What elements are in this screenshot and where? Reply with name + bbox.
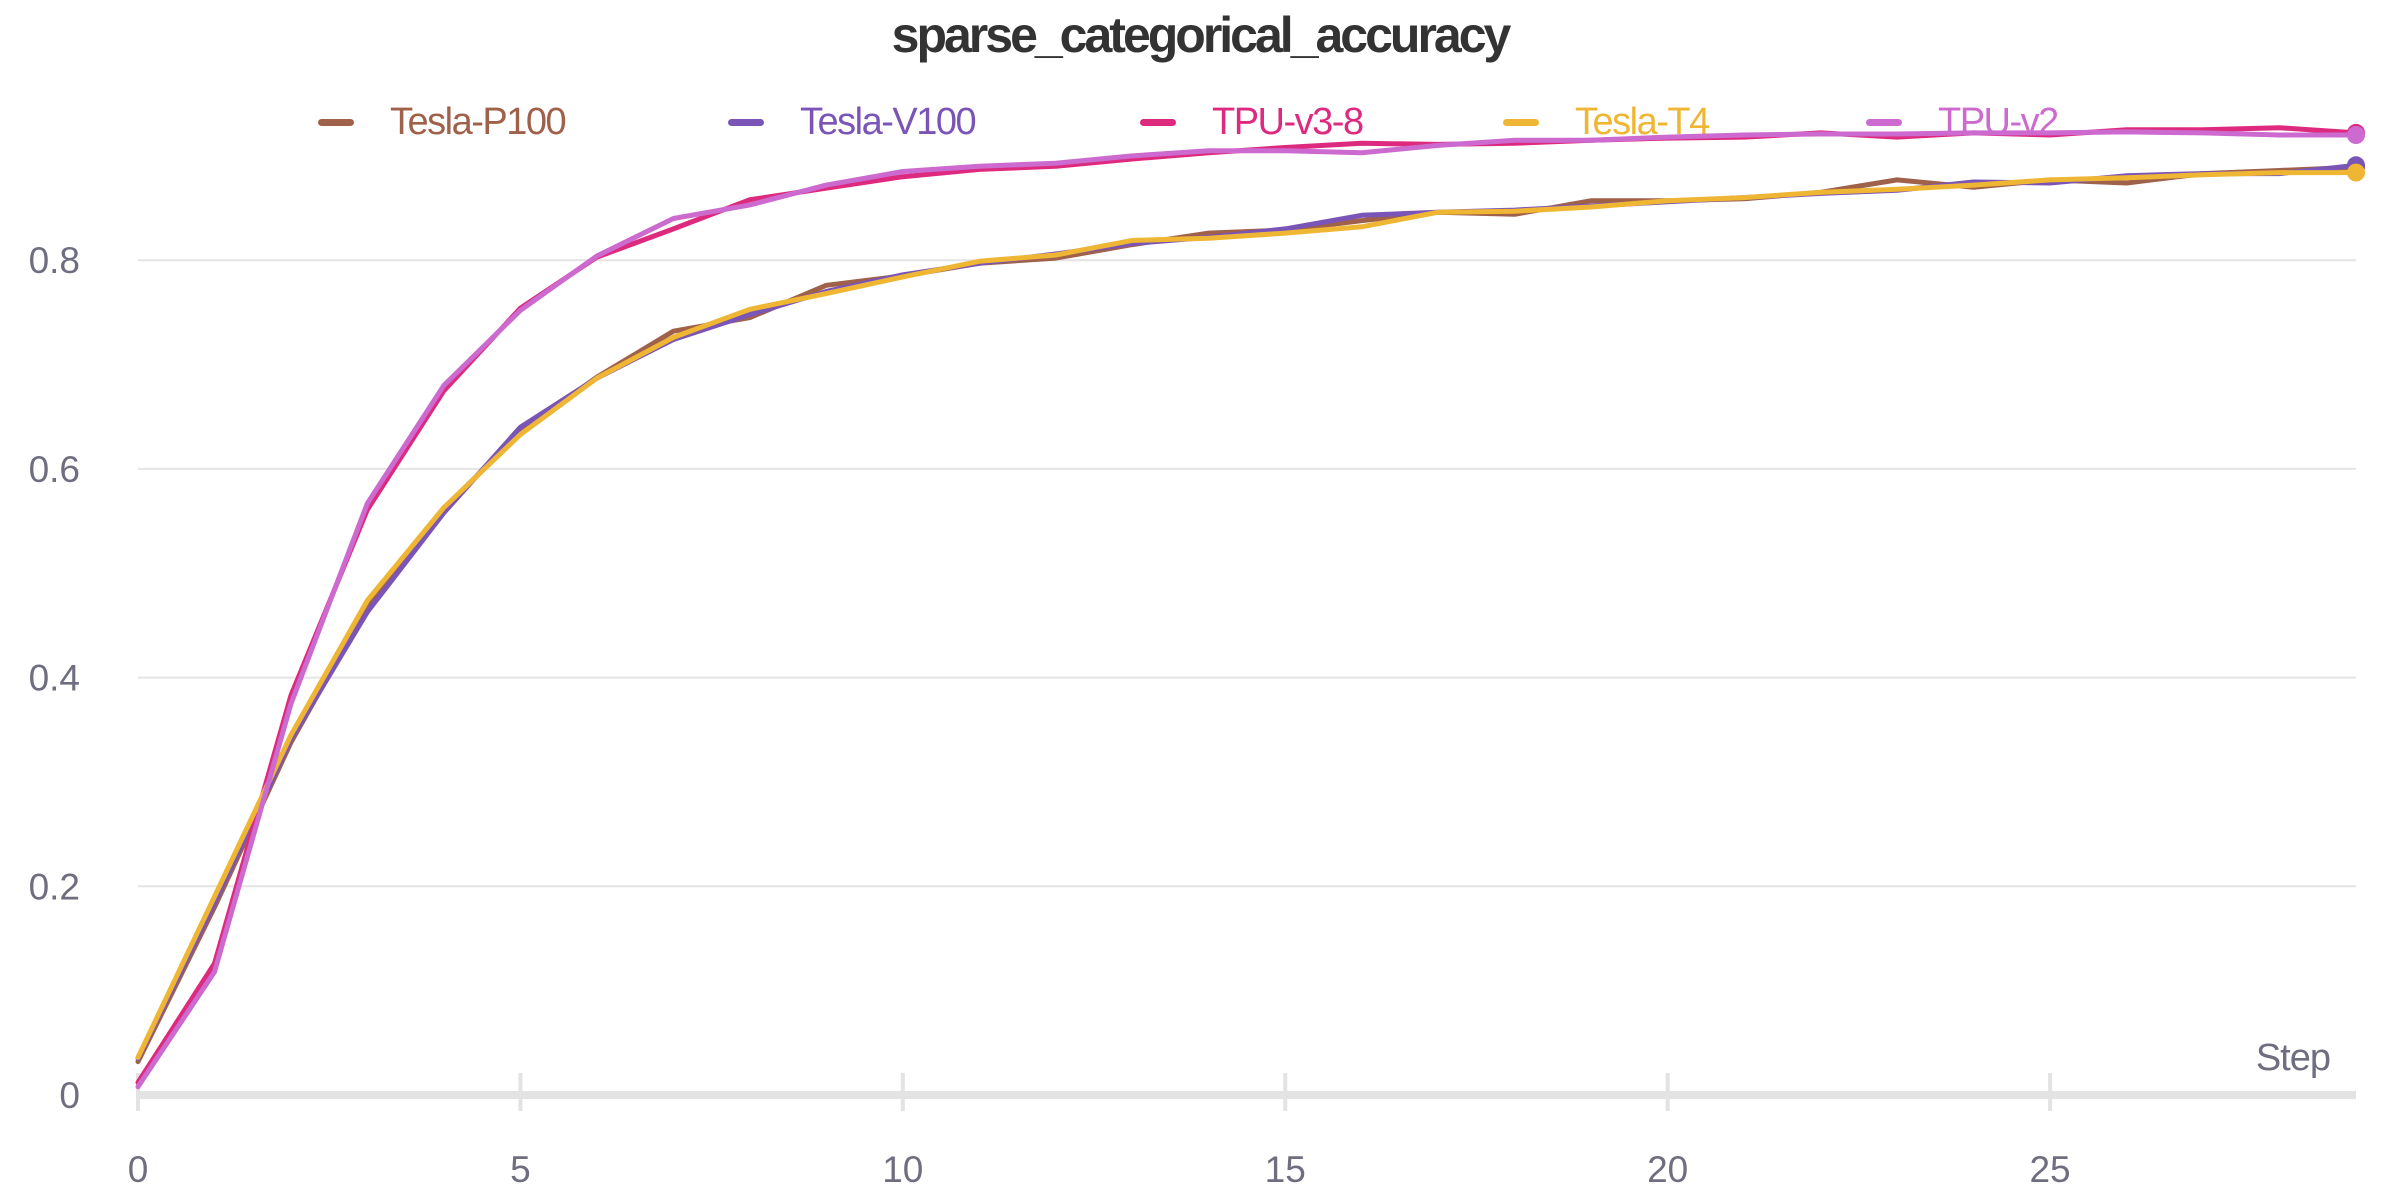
y-tick-label: 0 bbox=[59, 1075, 80, 1116]
x-tick-label: 25 bbox=[2029, 1149, 2070, 1190]
legend-swatch bbox=[1140, 118, 1176, 126]
y-tick-label: 0.2 bbox=[29, 866, 80, 907]
axes: 0 0.2 0.4 0.6 0.8 0 5 10 15 20 25 bbox=[29, 240, 2356, 1190]
legend-swatch bbox=[1503, 118, 1539, 126]
x-tick-label: 15 bbox=[1265, 1149, 1306, 1190]
x-tick-label: 10 bbox=[882, 1149, 923, 1190]
x-axis-title: Step bbox=[2256, 1037, 2330, 1079]
end-marker-tpu-v2 bbox=[2347, 126, 2365, 144]
legend-label: Tesla-V100 bbox=[800, 100, 977, 143]
series-lines bbox=[135, 125, 2359, 1090]
legend-item-tesla-p100[interactable]: Tesla-P100 bbox=[318, 92, 567, 152]
legend-swatch bbox=[318, 118, 354, 126]
gridlines bbox=[138, 259, 2356, 888]
x-tick-label: 20 bbox=[1647, 1149, 1688, 1190]
series-line-tpu-v2 bbox=[135, 129, 2359, 1090]
x-tick-label: 5 bbox=[510, 1149, 531, 1190]
x-tick-label: 0 bbox=[128, 1149, 149, 1190]
end-marker-tesla-t4 bbox=[2347, 163, 2365, 182]
legend-item-tesla-v100[interactable]: Tesla-V100 bbox=[728, 92, 977, 152]
series-line-tpu-v3-8 bbox=[135, 125, 2359, 1085]
legend-label: Tesla-P100 bbox=[390, 100, 567, 143]
series-line-tesla-v100 bbox=[135, 162, 2359, 1061]
legend-swatch bbox=[728, 118, 764, 126]
legend-item-tpu-v3-8[interactable]: TPU-v3-8 bbox=[1140, 92, 1364, 152]
series-line-tesla-t4 bbox=[135, 170, 2359, 1060]
y-tick-label: 0.4 bbox=[29, 658, 80, 699]
legend-label: TPU-v3-8 bbox=[1212, 100, 1364, 143]
y-tick-label: 0.8 bbox=[29, 240, 80, 281]
legend-swatch bbox=[1866, 118, 1902, 126]
chart-title: sparse_categorical_accuracy bbox=[891, 7, 1512, 63]
end-markers bbox=[2347, 123, 2365, 182]
series-line-tesla-p100 bbox=[135, 164, 2359, 1065]
y-tick-label: 0.6 bbox=[29, 449, 80, 490]
